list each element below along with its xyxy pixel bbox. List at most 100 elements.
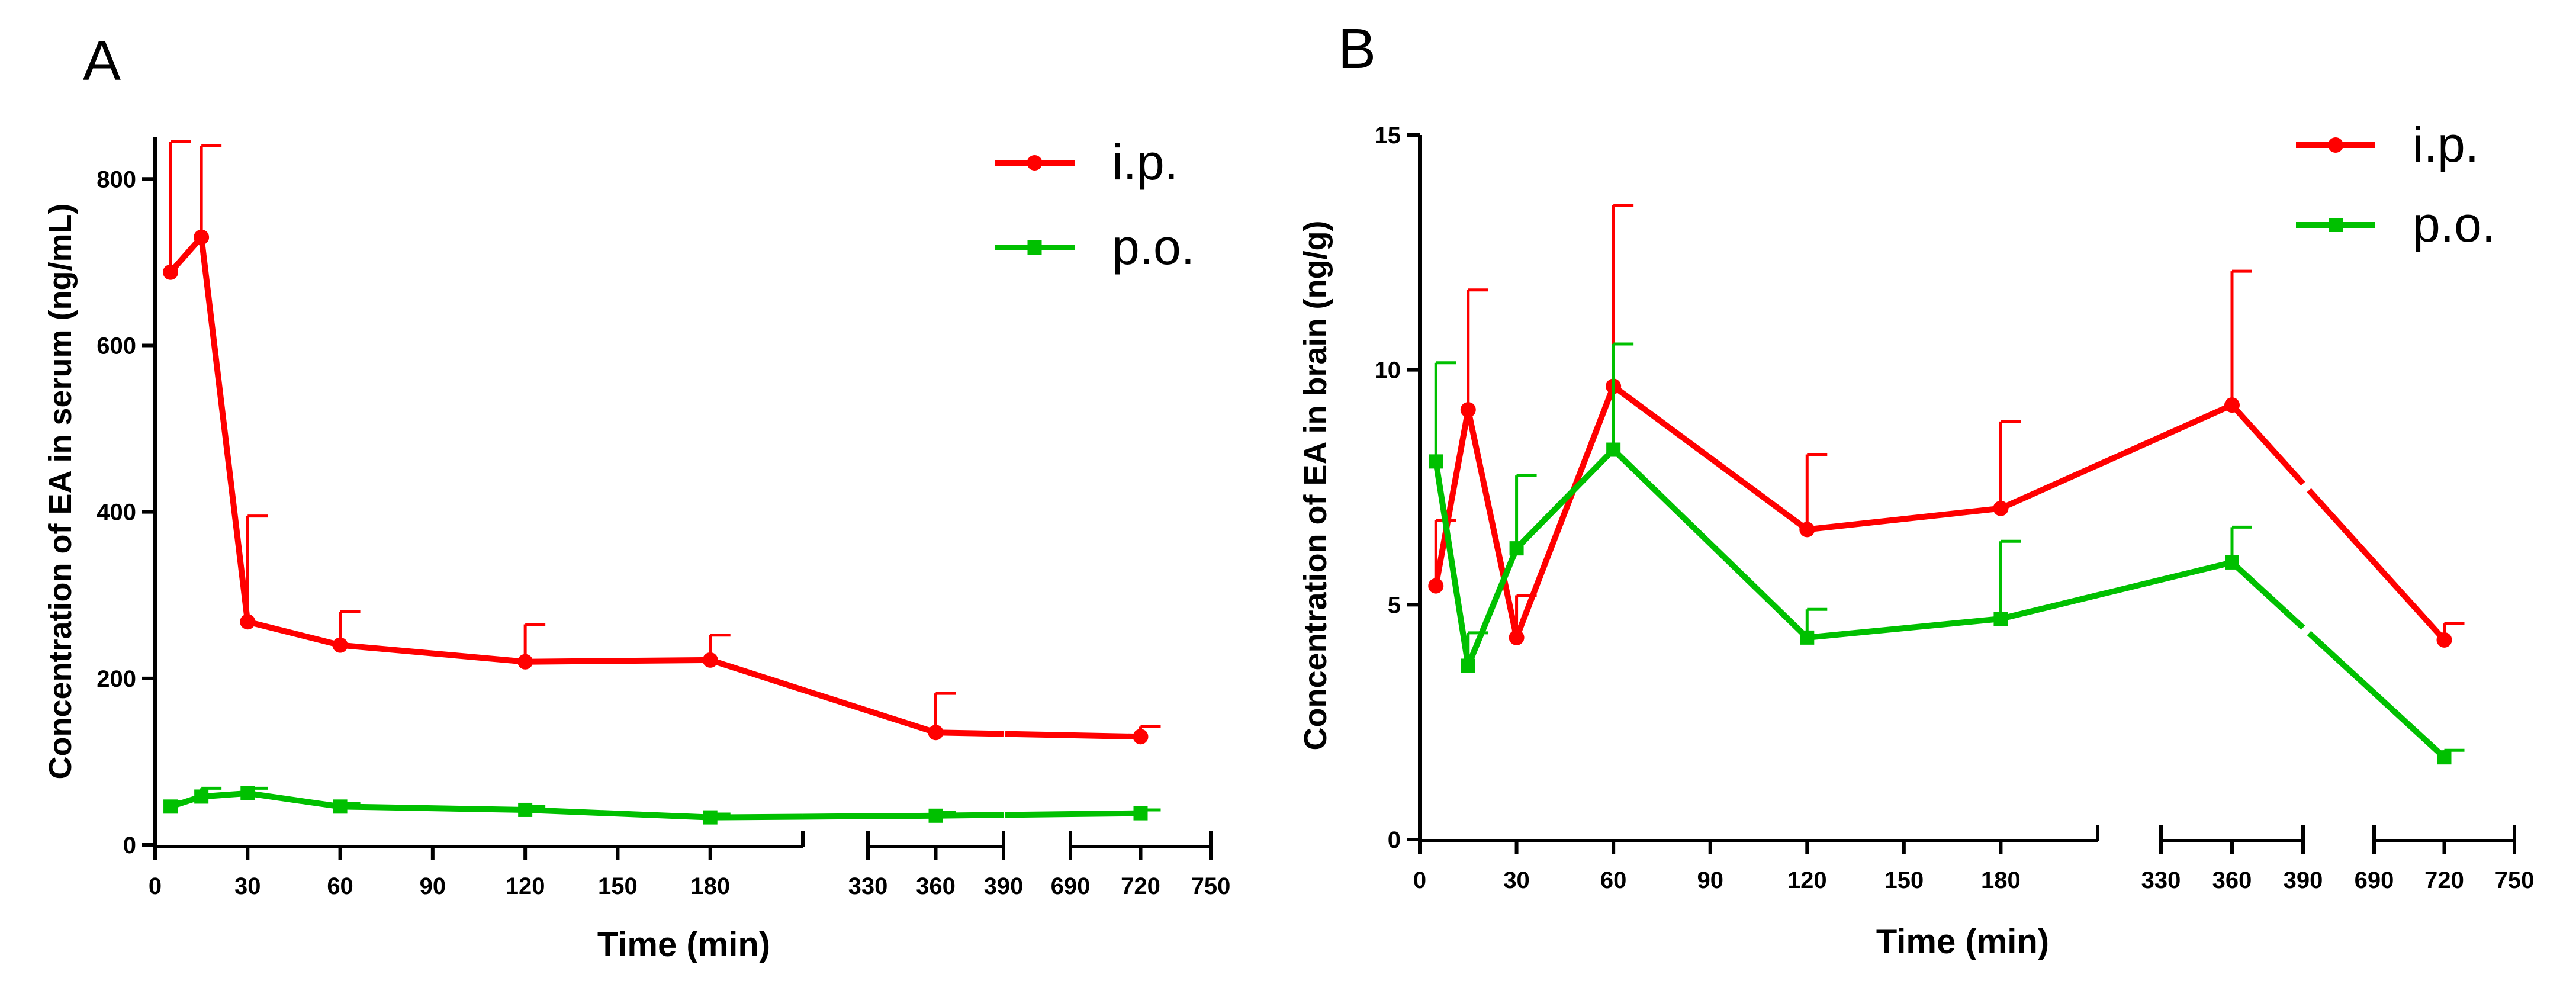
series-line <box>2230 560 2305 630</box>
chart-panel-b: B 0 5 10 15 Concentration of EA in brain (ng/… <box>1298 17 2534 961</box>
x-tick-label: 120 <box>506 873 545 899</box>
series-line <box>525 806 710 821</box>
series-line <box>168 235 204 275</box>
data-point <box>702 652 718 668</box>
x-tick-label: 0 <box>149 873 162 899</box>
series-line <box>340 642 526 665</box>
series-line <box>1465 409 1520 638</box>
legend-marker <box>2328 137 2343 153</box>
x-tick-label: 180 <box>1981 867 2021 893</box>
x-tick-label: 120 <box>1787 867 1827 893</box>
series-line <box>201 790 248 800</box>
x-tick-label: 330 <box>848 873 888 899</box>
x-tick-label: 0 <box>1413 867 1426 893</box>
y-tick-label: 600 <box>97 333 136 359</box>
y-tick-label: 400 <box>97 500 136 526</box>
data-point <box>194 789 209 804</box>
legend-label: p.o. <box>2413 197 2495 252</box>
series-line <box>1999 462 2099 512</box>
x-tick-label: 690 <box>1051 873 1091 899</box>
series-ip <box>1428 204 2465 648</box>
y-tick-label: 5 <box>1388 592 1401 618</box>
y-axis-label: Concentration of EA in brain (ng/g) <box>1298 221 1333 751</box>
series-line <box>802 687 937 735</box>
data-point <box>194 229 210 245</box>
data-point <box>2437 750 2452 765</box>
y-tick-label: 200 <box>97 666 136 692</box>
data-point <box>928 725 944 741</box>
series-line <box>1513 385 1616 639</box>
legend-label: p.o. <box>1112 219 1195 275</box>
data-point <box>928 808 943 823</box>
series-line <box>1806 616 2001 641</box>
data-point <box>1460 402 1476 418</box>
data-point <box>1509 541 1524 556</box>
data-point <box>163 799 178 814</box>
x-tick-label: 30 <box>1503 867 1530 893</box>
data-point <box>1428 578 1444 594</box>
x-tick-label: 150 <box>1884 867 1924 893</box>
data-point <box>1461 658 1475 673</box>
x-tick-label: 360 <box>2212 867 2252 893</box>
series-line <box>802 812 936 820</box>
series-line <box>1433 409 1471 587</box>
series-po <box>163 786 1161 825</box>
series-line <box>1611 447 1809 640</box>
x-tick-label: 150 <box>598 873 638 899</box>
legend-label: i.p. <box>1112 134 1178 190</box>
data-point <box>332 637 348 653</box>
panel-letter: A <box>83 29 121 92</box>
series-line <box>2307 488 2447 642</box>
series-line <box>2000 592 2099 622</box>
series-line <box>1005 731 1141 740</box>
chart-panel-a: A 0 200 400 600 800 Concentration of EA in ser… <box>43 29 1230 964</box>
x-tick-label: 180 <box>690 873 730 899</box>
series-po <box>1429 342 2465 765</box>
series-line <box>2095 559 2233 599</box>
data-point <box>1800 630 1815 645</box>
data-point <box>1606 442 1621 457</box>
data-point <box>2224 397 2240 413</box>
x-tick-label: 30 <box>234 873 261 899</box>
data-point <box>1429 454 1443 469</box>
y-tick-label: 800 <box>97 166 136 192</box>
data-point <box>240 614 256 630</box>
legend-marker <box>2329 218 2343 232</box>
y-axis-label: Concentration of EA in serum (ng/mL) <box>43 203 78 779</box>
x-tick-label: 750 <box>1191 873 1231 899</box>
data-point <box>1133 806 1148 821</box>
series-line <box>710 813 803 821</box>
x-axis-label: Time (min) <box>1876 922 2049 961</box>
series-line <box>2230 403 2305 486</box>
series-line <box>1514 448 1616 551</box>
y-tick-label: 10 <box>1375 358 1401 384</box>
x-tick-label: 60 <box>1600 867 1627 893</box>
x-tick-label: 90 <box>1697 867 1723 893</box>
x-tick-label: 330 <box>2141 867 2181 893</box>
x-tick-label: 390 <box>984 873 1024 899</box>
x-axis-label: Time (min) <box>597 925 770 964</box>
data-point <box>518 802 533 817</box>
x-tick-label: 360 <box>916 873 956 899</box>
data-point <box>2225 555 2239 570</box>
series-line <box>247 790 341 810</box>
data-point <box>703 810 718 825</box>
series-line <box>340 803 526 813</box>
legend-marker <box>1027 240 1042 255</box>
series-line <box>935 729 1004 737</box>
x-tick-label: 720 <box>1121 873 1160 899</box>
data-point <box>333 799 348 814</box>
data-point <box>163 264 179 280</box>
series-line <box>2094 402 2234 469</box>
series-line <box>1005 810 1141 818</box>
x-tick-label: 750 <box>2495 867 2535 893</box>
series-line <box>709 657 804 693</box>
data-point <box>1133 729 1149 745</box>
x-tick-label: 690 <box>2355 867 2394 893</box>
series-ip <box>163 140 1161 745</box>
data-point <box>517 654 533 670</box>
series-line <box>2307 631 2446 760</box>
series-line <box>1465 547 1520 667</box>
x-tick-label: 720 <box>2424 867 2464 893</box>
